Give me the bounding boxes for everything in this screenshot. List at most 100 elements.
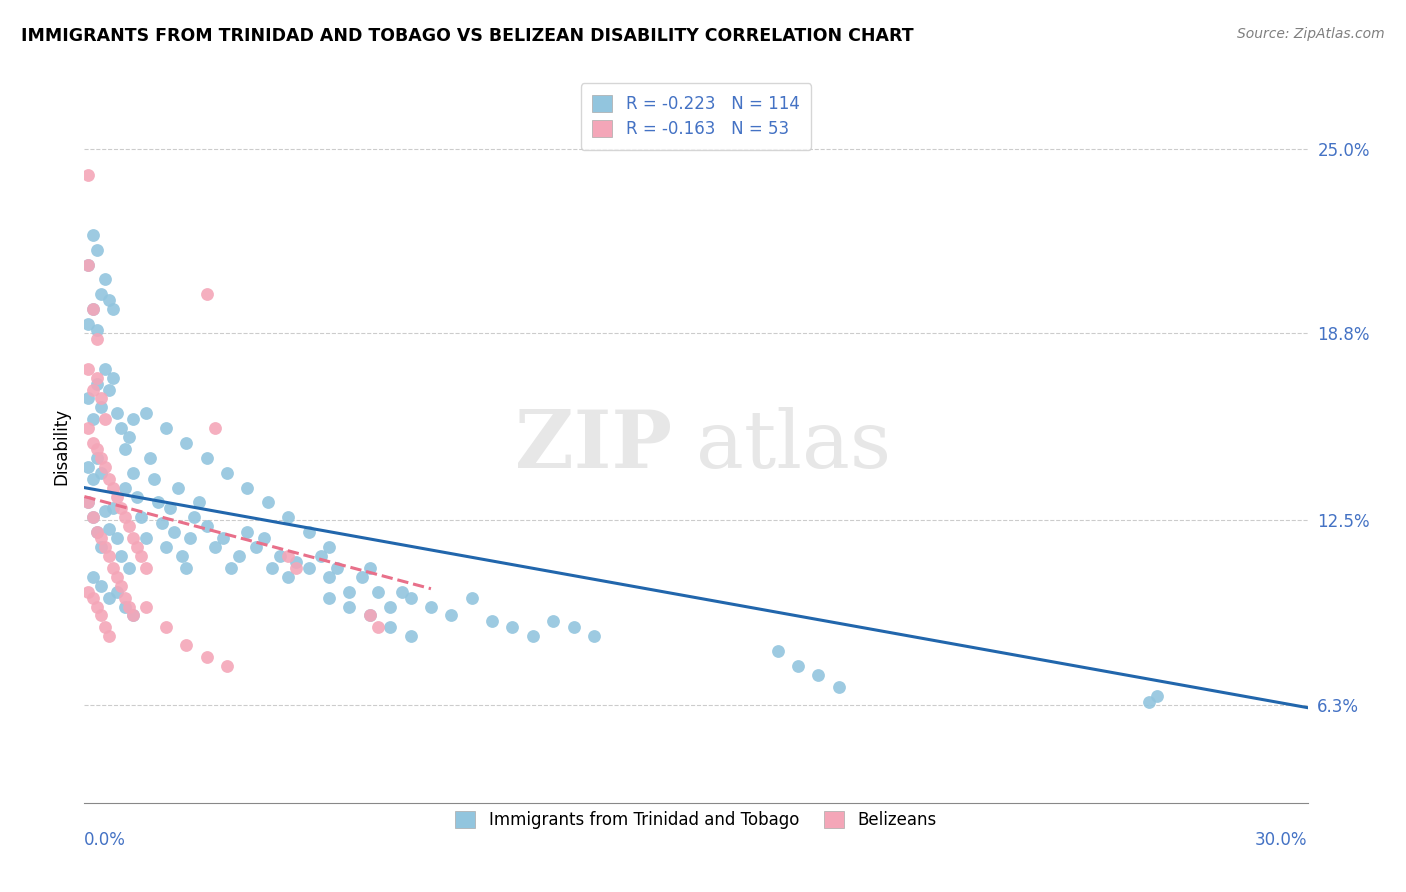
Point [77,169,100,183]
Point [114,442,136,456]
Y-axis label: Disability: Disability [52,408,70,484]
Point [399,591,422,605]
Point [174,561,197,575]
Point [399,629,422,643]
Point [97,472,120,486]
Point [217,659,239,673]
Point [90,579,112,593]
Point [174,436,197,450]
Point [195,450,218,465]
Point [114,481,136,495]
Point [461,591,484,605]
Point [159,501,181,516]
Point [82,510,104,524]
Point [217,466,239,480]
Point [359,608,381,623]
Point [260,561,283,575]
Point [339,584,361,599]
Point [236,481,259,495]
Point [318,540,340,554]
Point [101,501,124,516]
Point [93,540,115,554]
Point [318,570,340,584]
Point [195,287,218,301]
Point [82,472,104,486]
Point [118,561,141,575]
Point [86,525,108,540]
Point [155,540,177,554]
Point [172,549,194,563]
Point [174,638,197,652]
Point [318,591,340,605]
Point [93,361,115,376]
Point [90,401,112,415]
Point [359,608,381,623]
Point [97,293,120,308]
Text: atlas: atlas [696,407,891,485]
Point [285,555,308,569]
Point [179,531,201,545]
Point [82,436,104,450]
Point [380,620,402,634]
Point [309,549,332,563]
Point [90,466,112,480]
Point [828,680,851,694]
Point [82,383,104,397]
Point [93,412,115,426]
Point [807,668,830,682]
Point [118,519,141,533]
Point [502,620,524,634]
Point [146,495,169,509]
Point [391,584,413,599]
Point [212,531,235,545]
Point [277,549,299,563]
Point [86,525,108,540]
Point [440,608,463,623]
Point [138,450,160,465]
Point [77,584,100,599]
Point [135,561,157,575]
Point [114,510,136,524]
Point [131,510,153,524]
Point [97,629,120,643]
Point [583,629,606,643]
Point [122,412,145,426]
Point [90,608,112,623]
Point [77,421,100,435]
Point [77,258,100,272]
Point [481,615,503,629]
Point [257,495,280,509]
Point [326,561,349,575]
Point [77,459,100,474]
Point [766,644,789,658]
Point [86,376,108,391]
Text: Source: ZipAtlas.com: Source: ZipAtlas.com [1237,27,1385,41]
Point [93,620,115,634]
Point [77,495,100,509]
Point [110,549,132,563]
Point [367,584,389,599]
Point [183,510,205,524]
Point [380,599,402,614]
Point [114,599,136,614]
Point [127,540,149,554]
Text: ZIP: ZIP [515,407,672,485]
Point [131,549,153,563]
Point [86,450,108,465]
Point [195,650,218,665]
Point [562,620,585,634]
Point [135,406,157,420]
Point [105,570,128,584]
Point [350,570,373,584]
Point [285,561,308,575]
Point [77,317,100,331]
Point [105,490,128,504]
Point [543,615,565,629]
Point [236,525,259,540]
Point [82,510,104,524]
Point [86,323,108,337]
Point [110,579,132,593]
Point [93,272,115,286]
Text: IMMIGRANTS FROM TRINIDAD AND TOBAGO VS BELIZEAN DISABILITY CORRELATION CHART: IMMIGRANTS FROM TRINIDAD AND TOBAGO VS B… [21,27,914,45]
Point [1137,695,1160,709]
